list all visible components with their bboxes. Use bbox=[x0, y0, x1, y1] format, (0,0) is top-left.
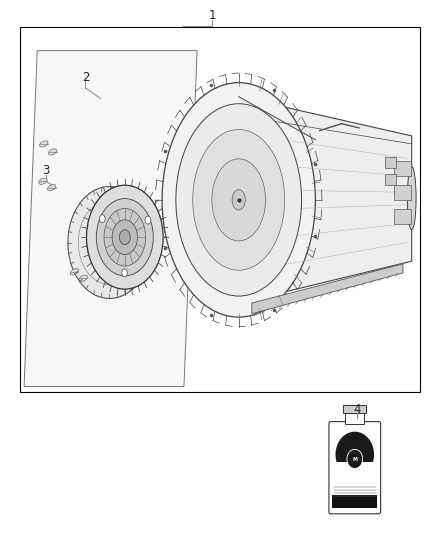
Text: M: M bbox=[352, 457, 357, 462]
Bar bbox=[345, 413, 364, 424]
Ellipse shape bbox=[96, 199, 153, 276]
Ellipse shape bbox=[336, 432, 374, 478]
Ellipse shape bbox=[145, 216, 151, 224]
Text: 4: 4 bbox=[353, 403, 361, 416]
Text: 2: 2 bbox=[81, 71, 89, 84]
Bar bbox=[394, 209, 411, 224]
Ellipse shape bbox=[347, 449, 363, 469]
Bar bbox=[20, 27, 420, 392]
Ellipse shape bbox=[39, 141, 48, 147]
Bar bbox=[332, 495, 377, 508]
Ellipse shape bbox=[39, 178, 47, 184]
Ellipse shape bbox=[122, 269, 127, 277]
Polygon shape bbox=[24, 51, 197, 386]
Ellipse shape bbox=[212, 159, 265, 241]
Bar bbox=[394, 161, 411, 176]
Ellipse shape bbox=[68, 187, 151, 298]
Text: 3: 3 bbox=[42, 164, 49, 177]
Ellipse shape bbox=[70, 269, 79, 275]
Bar bbox=[394, 185, 411, 200]
Ellipse shape bbox=[119, 230, 130, 245]
Ellipse shape bbox=[48, 149, 57, 155]
Text: 1: 1 bbox=[208, 10, 216, 22]
Ellipse shape bbox=[407, 167, 416, 230]
FancyBboxPatch shape bbox=[329, 422, 381, 514]
Ellipse shape bbox=[193, 130, 285, 270]
Ellipse shape bbox=[104, 208, 145, 266]
Ellipse shape bbox=[79, 275, 88, 281]
Bar bbox=[385, 174, 396, 185]
Polygon shape bbox=[252, 264, 403, 314]
Ellipse shape bbox=[47, 184, 56, 191]
Bar bbox=[385, 157, 396, 168]
Ellipse shape bbox=[176, 104, 301, 296]
Ellipse shape bbox=[232, 190, 245, 210]
Polygon shape bbox=[239, 96, 412, 303]
Bar bbox=[333, 463, 376, 478]
Ellipse shape bbox=[86, 185, 163, 289]
Ellipse shape bbox=[99, 215, 105, 223]
Bar bbox=[343, 405, 366, 413]
Ellipse shape bbox=[112, 220, 138, 255]
Ellipse shape bbox=[162, 83, 315, 317]
